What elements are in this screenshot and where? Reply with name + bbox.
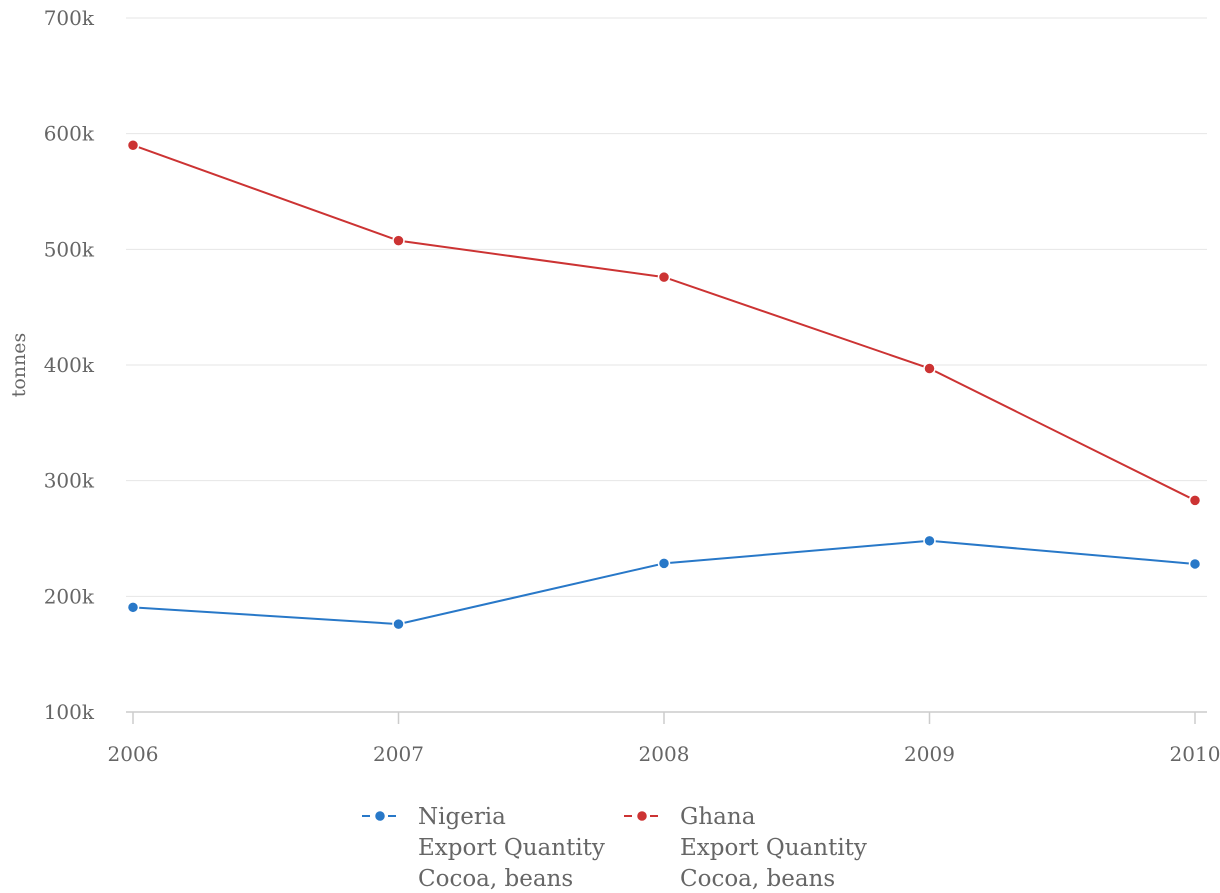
x-tick-label: 2010 [1170,742,1220,766]
data-point-ghana[interactable] [923,362,936,375]
grid-layer [126,17,1207,597]
series-layer [126,138,1202,631]
legend-label: Nigeria [418,804,506,830]
legend-label: Export Quantity [680,835,867,861]
x-tick-label: 2009 [904,742,955,766]
legend: Nigeria Export Quantity Cocoa, beans Ghana E… [362,804,867,892]
legend-item-ghana[interactable]: Ghana Export Quantity Cocoa, beans [624,804,867,892]
data-point-nigeria[interactable] [126,601,140,614]
y-tick-label: 700k [44,6,95,30]
y-tick-label: 200k [44,584,95,608]
x-tick-label: 2008 [639,742,690,766]
legend-label: Export Quantity [418,835,605,861]
y-tick-label: 600k [44,122,95,146]
legend-item-nigeria[interactable]: Nigeria Export Quantity Cocoa, beans [362,804,605,892]
legend-marker [373,809,387,823]
y-tick-label: 500k [44,237,95,261]
x-tick-label: 2007 [373,742,424,766]
x-tick-label: 2006 [108,742,159,766]
y-tick-label: 300k [44,469,95,493]
x-axis: 2006 2007 2008 2009 2010 [108,711,1220,766]
data-point-nigeria[interactable] [657,557,671,570]
data-point-ghana[interactable] [392,234,405,247]
data-point-nigeria[interactable] [392,617,405,631]
data-point-nigeria[interactable] [923,534,936,548]
series-line-nigeria [132,539,1196,626]
legend-label: Cocoa, beans [680,866,835,892]
data-point-ghana[interactable] [1188,494,1202,507]
y-tick-label: 400k [44,353,95,377]
data-point-ghana[interactable] [126,138,140,152]
legend-label: Ghana [680,804,756,830]
y-tick-label: 100k [44,700,95,724]
legend-marker [635,809,649,823]
legend-label: Cocoa, beans [418,866,573,892]
series-line-ghana [132,144,1196,502]
data-point-nigeria[interactable] [1188,557,1202,571]
data-point-ghana[interactable] [657,270,671,284]
y-axis-title: tonnes [8,333,30,398]
y-axis-ticks: 100k 200k 300k 400k 500k 600k 700k [44,6,95,724]
